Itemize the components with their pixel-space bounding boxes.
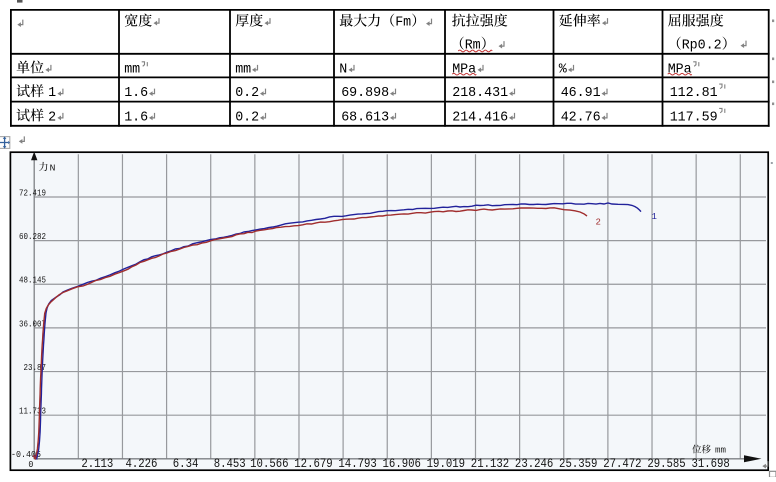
svg-text:1: 1	[652, 212, 657, 222]
svg-text:%: %	[559, 61, 568, 77]
svg-text:31.698: 31.698	[691, 457, 729, 471]
svg-text:68.613: 68.613	[341, 109, 389, 125]
svg-text:112.81: 112.81	[670, 85, 718, 101]
svg-text:10.566: 10.566	[250, 457, 288, 471]
svg-text:0.2: 0.2	[235, 109, 259, 125]
svg-text:mm: mm	[235, 61, 251, 77]
svg-text:Rm: Rm	[465, 38, 481, 54]
svg-text:117.59: 117.59	[670, 109, 718, 125]
svg-text:214.416: 214.416	[452, 109, 508, 125]
svg-text:46.91: 46.91	[561, 85, 601, 101]
svg-text:72.419: 72.419	[19, 188, 46, 198]
svg-text:N: N	[50, 162, 56, 173]
svg-text:21.132: 21.132	[471, 457, 509, 471]
svg-text:2.113: 2.113	[81, 457, 113, 471]
svg-text:29.585: 29.585	[647, 457, 685, 471]
svg-text:25.359: 25.359	[559, 457, 597, 471]
svg-text:N: N	[339, 61, 347, 77]
svg-text:8.453: 8.453	[214, 457, 246, 471]
svg-text:1.6: 1.6	[124, 109, 148, 125]
svg-text:2: 2	[596, 218, 601, 228]
svg-text:4.226: 4.226	[125, 457, 157, 471]
svg-text:Rp0.2: Rp0.2	[682, 38, 722, 54]
svg-text:69.898: 69.898	[341, 85, 389, 101]
svg-text:11.733: 11.733	[19, 407, 46, 417]
svg-text:36.007: 36.007	[19, 319, 46, 329]
svg-text:23.246: 23.246	[515, 457, 553, 471]
svg-text:14.793: 14.793	[338, 457, 376, 471]
svg-text:mm: mm	[715, 445, 726, 456]
svg-text:mm: mm	[124, 61, 140, 77]
svg-text:1.6: 1.6	[124, 85, 148, 101]
svg-text:218.431: 218.431	[452, 85, 508, 101]
svg-text:Fm: Fm	[395, 15, 411, 31]
svg-text:48.145: 48.145	[19, 276, 46, 286]
svg-text:19.019: 19.019	[427, 457, 465, 471]
svg-text:27.472: 27.472	[603, 457, 641, 471]
svg-text:12.679: 12.679	[294, 457, 332, 471]
svg-text:42.76: 42.76	[561, 109, 601, 125]
svg-text:1: 1	[48, 85, 56, 101]
svg-text:16.906: 16.906	[383, 457, 421, 471]
svg-text:6.34: 6.34	[173, 457, 199, 471]
svg-text:2: 2	[48, 109, 56, 125]
svg-text:60.282: 60.282	[19, 232, 46, 242]
svg-text:0: 0	[28, 460, 33, 470]
svg-text:0.2: 0.2	[235, 85, 259, 101]
